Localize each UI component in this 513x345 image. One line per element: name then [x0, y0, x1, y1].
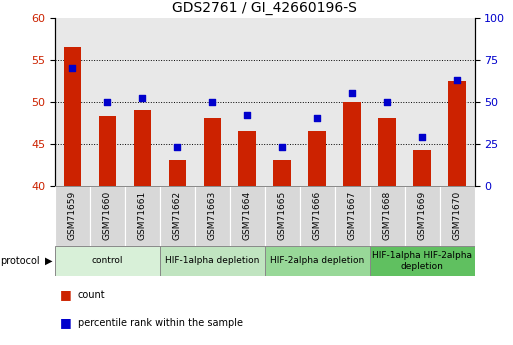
Bar [195, 186, 230, 246]
Bar [90, 186, 125, 246]
Bar [125, 186, 160, 246]
Point [243, 112, 251, 118]
Bar [448, 81, 466, 186]
Bar [265, 186, 300, 246]
Point [138, 96, 146, 101]
Text: GSM71665: GSM71665 [278, 191, 287, 240]
Bar [230, 186, 265, 246]
Bar [308, 131, 326, 186]
Bar [413, 150, 431, 186]
Text: GSM71667: GSM71667 [348, 191, 357, 240]
Bar [98, 116, 116, 186]
Text: HIF-1alpha HIF-2alpha
depletion: HIF-1alpha HIF-2alpha depletion [372, 251, 472, 270]
Text: GSM71666: GSM71666 [312, 191, 322, 240]
Point [383, 99, 391, 104]
Bar [265, 246, 369, 276]
Bar [160, 246, 265, 276]
Bar [133, 110, 151, 186]
Point [313, 116, 321, 121]
Point [103, 99, 111, 104]
Text: GSM71669: GSM71669 [418, 191, 427, 240]
Text: count: count [78, 290, 106, 300]
Bar [334, 186, 369, 246]
Text: GSM71662: GSM71662 [173, 191, 182, 240]
Text: percentile rank within the sample: percentile rank within the sample [78, 318, 243, 327]
Bar [343, 101, 361, 186]
Bar [64, 47, 81, 186]
Text: GSM71664: GSM71664 [243, 191, 252, 240]
Text: GSM71659: GSM71659 [68, 191, 77, 240]
Text: ■: ■ [60, 288, 72, 302]
Text: ■: ■ [60, 316, 72, 329]
Point [418, 134, 426, 140]
Title: GDS2761 / GI_42660196-S: GDS2761 / GI_42660196-S [172, 1, 357, 15]
Bar [55, 246, 160, 276]
Bar [55, 186, 90, 246]
Bar [379, 118, 396, 186]
Text: GSM71661: GSM71661 [138, 191, 147, 240]
Bar [160, 186, 195, 246]
Bar [169, 160, 186, 186]
Bar [300, 186, 334, 246]
Text: HIF-2alpha depletion: HIF-2alpha depletion [270, 256, 364, 265]
Point [278, 144, 286, 150]
Text: protocol: protocol [1, 256, 40, 266]
Text: ▶: ▶ [45, 256, 52, 266]
Point [173, 144, 182, 150]
Text: GSM71663: GSM71663 [208, 191, 217, 240]
Bar [369, 186, 405, 246]
Point [208, 100, 216, 105]
Bar [440, 186, 475, 246]
Bar [204, 118, 221, 186]
Text: GSM71668: GSM71668 [383, 191, 391, 240]
Bar [273, 160, 291, 186]
Bar [405, 186, 440, 246]
Text: HIF-1alpha depletion: HIF-1alpha depletion [165, 256, 260, 265]
Text: control: control [92, 256, 123, 265]
Point [68, 65, 76, 71]
Text: GSM71660: GSM71660 [103, 191, 112, 240]
Text: GSM71670: GSM71670 [452, 191, 462, 240]
Bar [239, 131, 256, 186]
Point [453, 77, 461, 82]
Point [348, 90, 356, 96]
Bar [369, 246, 475, 276]
